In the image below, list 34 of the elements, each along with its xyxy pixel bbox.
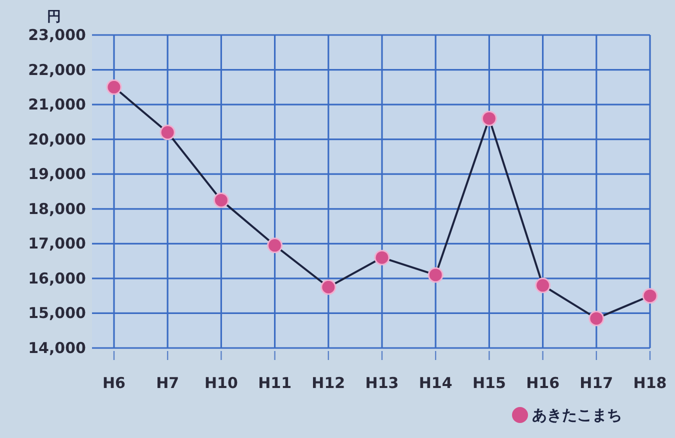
point [160,124,176,140]
y-tick-label: 14,000 [28,339,86,357]
point [588,310,604,326]
y-axis-title: 円 [47,9,61,25]
y-tick-label: 16,000 [28,269,86,288]
point [535,278,551,294]
y-tick-label: 15,000 [28,304,86,322]
x-tick-label: H12 [312,374,346,392]
y-tick-label: 22,000 [28,60,86,79]
x-tick-label: H10 [204,374,238,392]
x-tick-label: H11 [258,374,292,392]
point [428,267,444,283]
x-tick-label: H6 [102,374,126,392]
x-tick-label: H18 [633,374,667,392]
x-tick-label: H15 [472,374,506,392]
y-tick-label: 23,000 [28,26,86,44]
y-tick-label: 21,000 [28,96,86,114]
x-tick-label: H14 [418,374,452,392]
y-tick-label: 18,000 [28,200,86,218]
legend-label: あきたこまち [532,406,622,424]
x-tick-label: H13 [365,374,399,392]
point [481,110,497,126]
y-tick-label: 17,000 [28,234,86,253]
x-tick-label: H7 [156,374,180,392]
point [267,238,283,254]
point [320,279,336,295]
y-tick-label: 19,000 [28,165,86,184]
point [106,79,122,95]
point [374,250,390,266]
point [213,192,229,208]
x-tick-label: H16 [526,374,560,392]
y-tick-label: 20,000 [28,130,86,148]
point [642,288,658,304]
x-tick-label: H17 [580,374,614,392]
